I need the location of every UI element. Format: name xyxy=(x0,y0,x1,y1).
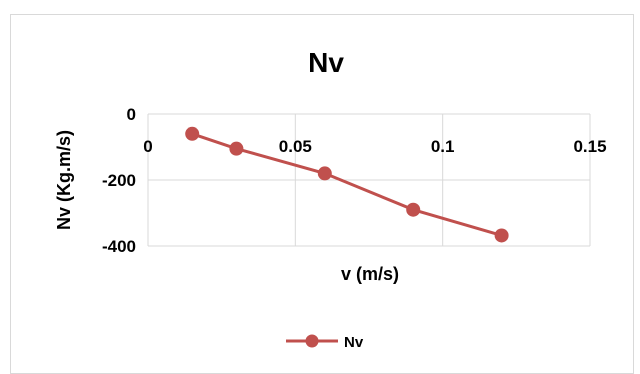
y-tick-label: 0 xyxy=(127,105,136,124)
data-point xyxy=(185,126,200,141)
x-tick-label: 0.15 xyxy=(573,137,606,156)
tick-labels: 0 -200 -400 0 0.05 0.1 0.15 xyxy=(102,105,607,256)
legend: Nv xyxy=(286,334,364,351)
y-axis-label: Nv (Kg.m/s) xyxy=(54,130,74,230)
x-axis-label: v (m/s) xyxy=(341,264,399,284)
series-group xyxy=(185,126,509,243)
y-tick-label: -200 xyxy=(102,171,136,190)
chart-title: Nv xyxy=(308,47,344,78)
data-point xyxy=(229,141,244,156)
grid-lines xyxy=(147,113,591,247)
data-point xyxy=(494,228,509,243)
y-tick-label: -400 xyxy=(102,237,136,256)
chart-frame xyxy=(10,14,634,374)
x-tick-label: 0.1 xyxy=(431,137,455,156)
legend-label: Nv xyxy=(344,334,364,351)
x-tick-label: 0 xyxy=(143,137,152,156)
data-point xyxy=(406,202,421,217)
data-point xyxy=(317,166,332,181)
legend-marker xyxy=(305,334,319,348)
x-tick-label: 0.05 xyxy=(279,137,312,156)
